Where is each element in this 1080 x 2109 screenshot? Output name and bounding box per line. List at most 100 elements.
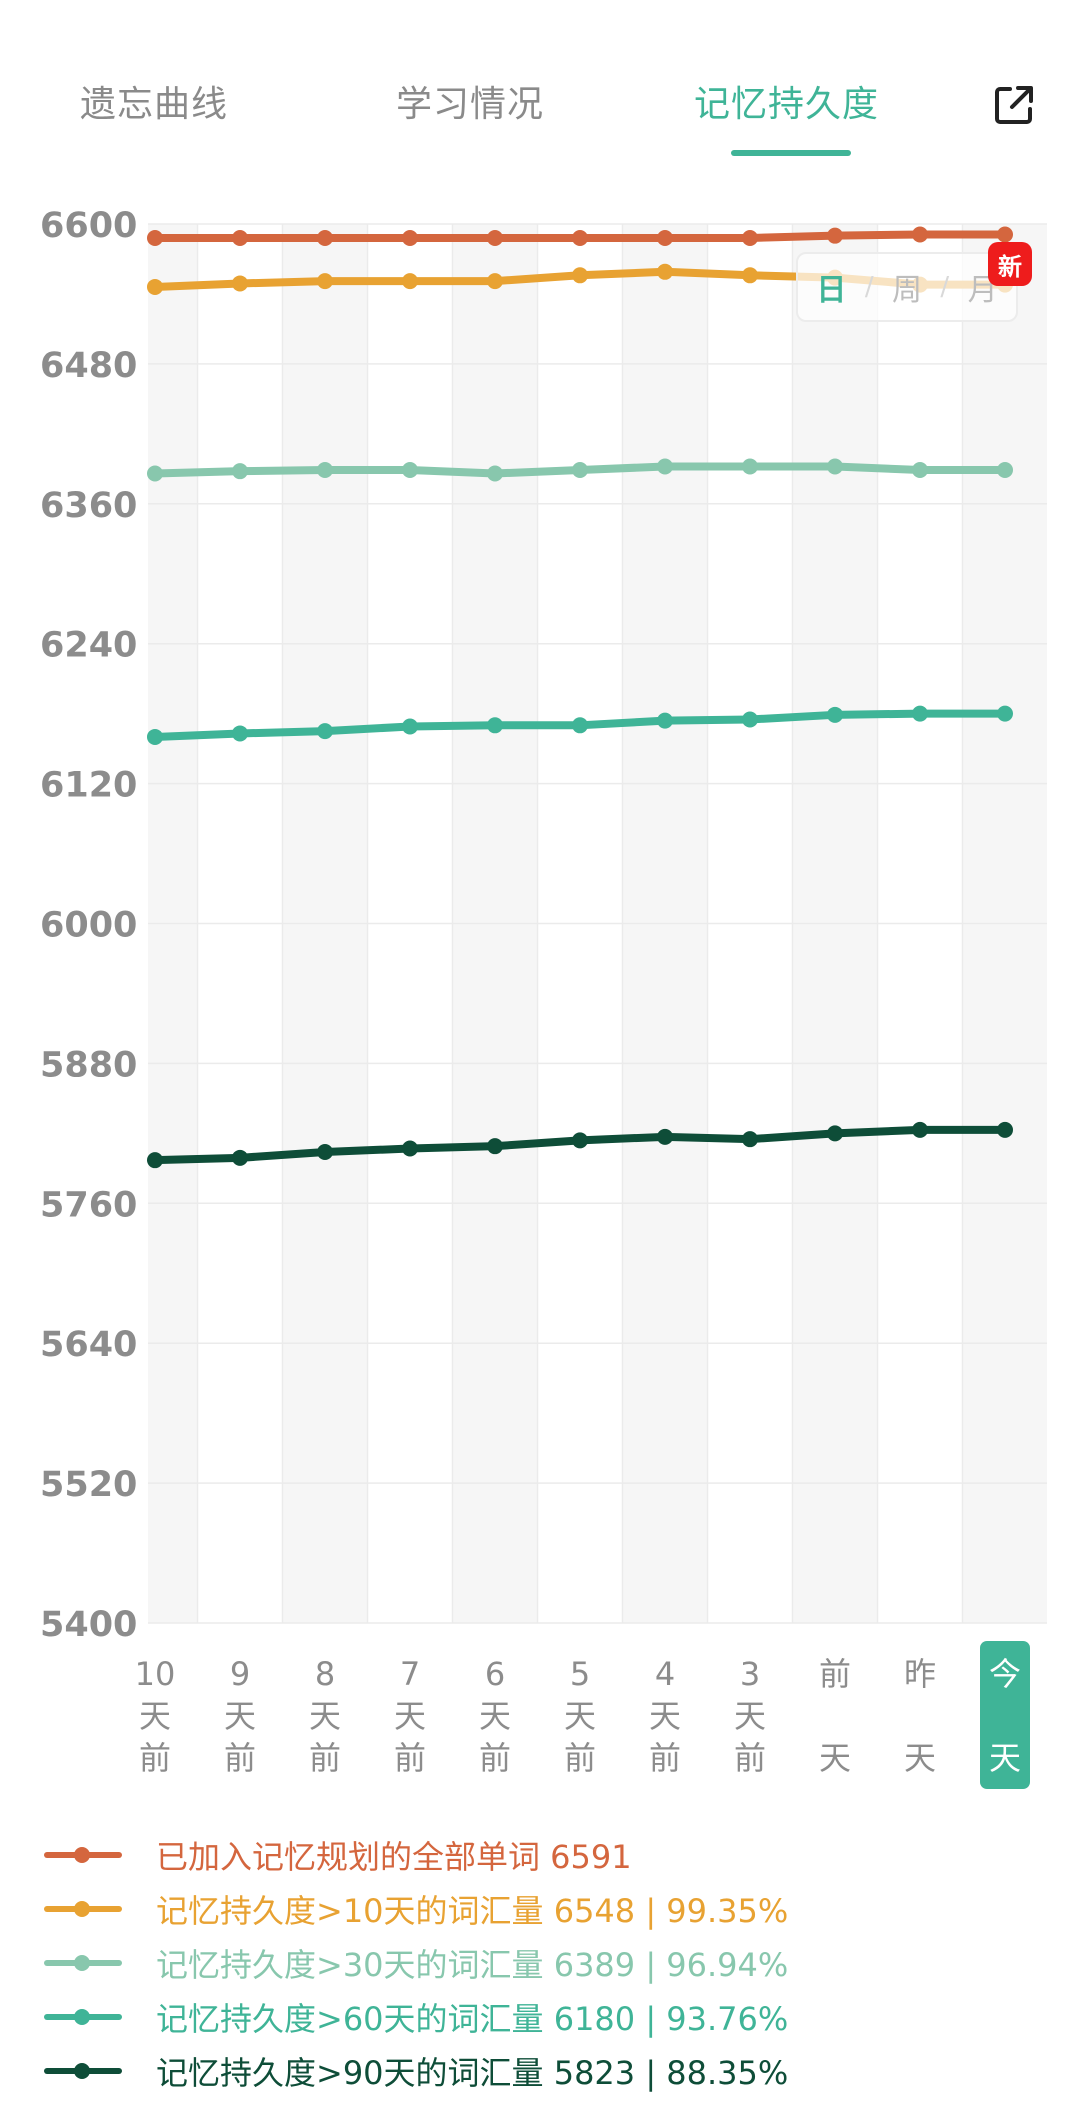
- x-tick-label: 前: [139, 1739, 171, 1777]
- legend-label: 已加入记忆规划的全部单词 6591: [156, 1838, 632, 1876]
- x-tick-label: 昨: [904, 1655, 936, 1693]
- tab-memory-durability[interactable]: 记忆持久度: [694, 84, 880, 125]
- data-point: [147, 465, 163, 482]
- data-point: [827, 458, 843, 475]
- x-tick-label: 天: [989, 1739, 1021, 1777]
- data-point: [317, 461, 333, 478]
- data-point: [657, 1128, 673, 1145]
- data-point: [487, 273, 503, 290]
- legend-label: 记忆持久度>30天的词汇量 6389 | 96.94%: [156, 1946, 789, 1984]
- data-point: [742, 1131, 758, 1148]
- data-point: [402, 229, 418, 246]
- legend-swatch: [44, 1847, 122, 1863]
- legend-item: 已加入记忆规划的全部单词 6591: [44, 1830, 632, 1880]
- data-point: [402, 273, 418, 290]
- data-point: [572, 267, 588, 284]
- x-tick-label: 前: [819, 1655, 851, 1693]
- data-point: [657, 263, 673, 280]
- legend-swatch: [44, 2009, 122, 2025]
- data-point: [147, 278, 163, 295]
- tab-forgetting-curve[interactable]: 遗忘曲线: [80, 84, 229, 125]
- x-tick-label: 前: [224, 1739, 256, 1777]
- data-point: [912, 461, 928, 478]
- x-tick-label: 天: [139, 1697, 171, 1735]
- data-point: [317, 229, 333, 246]
- y-tick-label: 6480: [40, 346, 137, 386]
- y-tick-label: 5400: [40, 1605, 137, 1645]
- data-point: [997, 461, 1013, 478]
- x-tick-label: 天: [479, 1697, 511, 1735]
- data-point: [827, 1125, 843, 1142]
- y-tick-label: 6120: [40, 766, 137, 806]
- x-tick-label: 4: [655, 1655, 675, 1693]
- legend-item: 记忆持久度>90天的词汇量 5823 | 88.35%: [44, 2046, 788, 2096]
- data-point: [402, 461, 418, 478]
- data-point: [487, 465, 503, 482]
- period-day[interactable]: 日: [816, 273, 847, 308]
- y-tick-label: 6240: [40, 626, 137, 666]
- x-tick-label: 天: [649, 1697, 681, 1735]
- y-tick-label: 6000: [40, 906, 137, 946]
- x-tick-label: 前: [479, 1739, 511, 1777]
- x-tick-label: 前: [309, 1739, 341, 1777]
- data-point: [997, 705, 1013, 722]
- data-point: [317, 723, 333, 740]
- x-tick-label: 今: [989, 1655, 1021, 1693]
- data-point: [402, 718, 418, 735]
- x-tick-label: 8: [315, 1655, 335, 1693]
- x-tick-label: 9: [230, 1655, 250, 1693]
- tab-learning-status[interactable]: 学习情况: [396, 84, 545, 125]
- data-point: [147, 728, 163, 745]
- data-point: [317, 273, 333, 290]
- x-tick-label: 天: [819, 1739, 851, 1777]
- data-point: [912, 226, 928, 243]
- external-link-icon[interactable]: [992, 83, 1036, 127]
- x-tick-label: 天: [564, 1697, 596, 1735]
- y-tick-label: 5760: [40, 1185, 137, 1225]
- data-point: [232, 1149, 248, 1166]
- data-point: [657, 712, 673, 729]
- x-tick-label: 10: [135, 1655, 176, 1693]
- data-point: [912, 705, 928, 722]
- data-point: [232, 725, 248, 742]
- y-tick-label: 5520: [40, 1465, 137, 1505]
- data-point: [147, 229, 163, 246]
- legend-label: 记忆持久度>10天的词汇量 6548 | 99.35%: [156, 1892, 789, 1930]
- data-point: [827, 227, 843, 244]
- today-highlight: [980, 1641, 1030, 1789]
- legend-label: 记忆持久度>60天的词汇量 6180 | 93.76%: [156, 2000, 789, 2038]
- data-point: [827, 706, 843, 723]
- data-point: [487, 1138, 503, 1155]
- data-point: [742, 711, 758, 728]
- period-toggle[interactable]: 日 / 周 / 月: [796, 252, 1018, 322]
- legend-item: 记忆持久度>30天的词汇量 6389 | 96.94%: [44, 1938, 788, 1988]
- data-point: [572, 461, 588, 478]
- x-tick-label: 前: [649, 1739, 681, 1777]
- data-point: [572, 717, 588, 734]
- legend-swatch: [44, 1955, 122, 1971]
- legend-label: 记忆持久度>90天的词汇量 5823 | 88.35%: [156, 2054, 789, 2092]
- data-point: [657, 458, 673, 475]
- period-week[interactable]: 周: [891, 273, 922, 308]
- x-tick-label: 7: [400, 1655, 420, 1693]
- data-point: [487, 717, 503, 734]
- durability-line-chart: 6600 6480 6360 6240 6120 6000 5880 5760 5640 5520…: [40, 206, 1047, 1789]
- y-tick-label: 6600: [40, 206, 137, 246]
- y-tick-label: 5640: [40, 1325, 137, 1365]
- data-point: [147, 1152, 163, 1169]
- y-tick-label: 5880: [40, 1045, 137, 1085]
- data-point: [317, 1144, 333, 1161]
- legend-item: 记忆持久度>10天的词汇量 6548 | 99.35%: [44, 1884, 788, 1934]
- y-tick-label: 6360: [40, 486, 137, 526]
- x-tick-label: 前: [734, 1739, 766, 1777]
- data-point: [997, 226, 1013, 243]
- x-tick-label: 前: [564, 1739, 596, 1777]
- data-point: [572, 1132, 588, 1149]
- data-point: [657, 229, 673, 246]
- new-badge: 新: [988, 242, 1032, 286]
- x-tick-label: 前: [394, 1739, 426, 1777]
- x-tick-label: 天: [734, 1697, 766, 1735]
- data-point: [402, 1140, 418, 1157]
- data-point: [232, 463, 248, 480]
- data-point: [742, 267, 758, 284]
